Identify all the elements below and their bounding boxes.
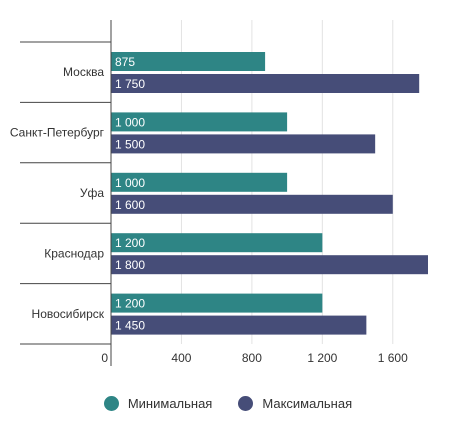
data-label: 1 750	[115, 77, 145, 91]
x-tick-label: 400	[171, 351, 191, 365]
data-label: 1 200	[115, 236, 145, 250]
x-tick-label: 1 600	[378, 351, 408, 365]
bar-max	[111, 194, 393, 214]
data-label: 1 000	[115, 115, 145, 129]
bar-max	[111, 74, 420, 93]
bar-max	[111, 255, 428, 275]
legend-label-max: Максимальная	[262, 396, 353, 411]
legend: Минимальная Максимальная	[0, 396, 456, 411]
bar-min	[111, 112, 288, 132]
legend-swatch-min	[103, 396, 119, 411]
data-label: 875	[115, 55, 135, 69]
data-label: 1 600	[115, 198, 145, 212]
legend-item-min: Минимальная	[103, 396, 213, 411]
bar-min	[111, 52, 266, 71]
x-tick-label: 1 200	[307, 351, 337, 365]
data-label: 1 800	[115, 258, 145, 272]
category-label: Уфа	[80, 186, 104, 200]
category-label: Москва	[63, 65, 104, 79]
category-label: Краснодар	[44, 246, 104, 260]
legend-label-min: Минимальная	[127, 396, 213, 411]
category-label: Новосибирск	[32, 307, 105, 321]
data-label: 1 200	[115, 297, 145, 311]
data-label: 1 450	[115, 319, 145, 333]
bar-max	[111, 134, 376, 154]
x-tick-label: 0	[101, 351, 108, 365]
legend-swatch-max	[238, 396, 254, 411]
legend-item-max: Максимальная	[238, 396, 352, 411]
bar-min	[111, 293, 323, 313]
bar-min	[111, 233, 323, 253]
x-tick-label: 800	[242, 351, 262, 365]
data-label: 1 500	[115, 137, 145, 151]
bar-max	[111, 315, 367, 335]
bar-min	[111, 172, 288, 192]
category-label: Санкт-Петербург	[10, 126, 105, 140]
data-label: 1 000	[115, 176, 145, 190]
